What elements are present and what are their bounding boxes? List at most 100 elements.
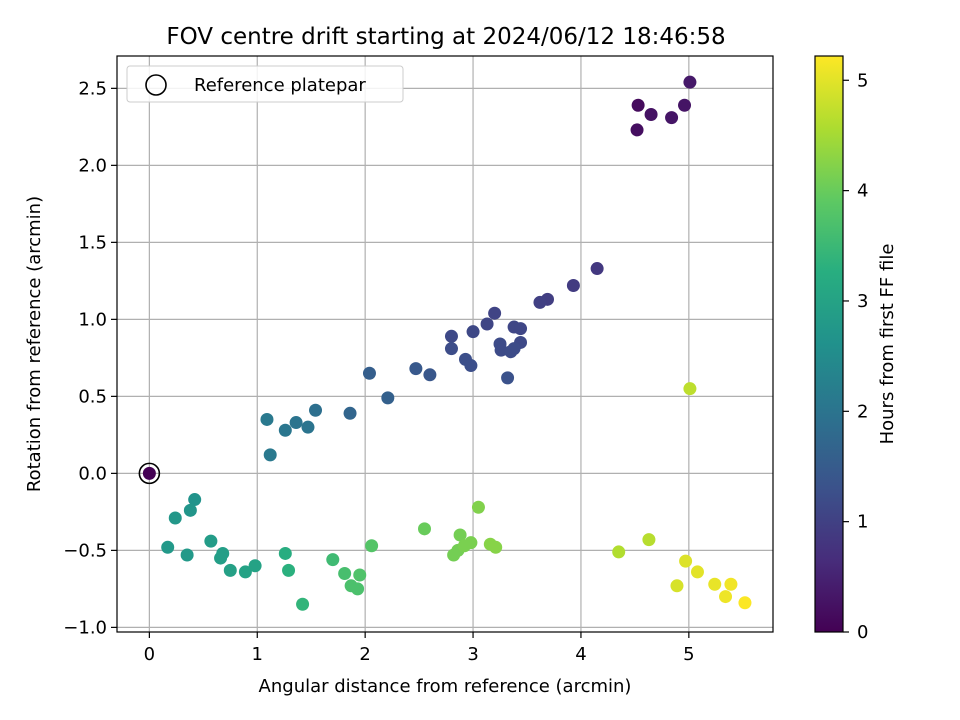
legend-box	[126, 65, 404, 103]
y-axis-label: Rotation from reference (arcmin)	[24, 196, 45, 492]
y-tick-label: 1.0	[78, 309, 107, 330]
data-point	[453, 528, 467, 542]
data-point	[724, 577, 738, 591]
data-point	[223, 563, 237, 577]
y-tick-label: 1.5	[78, 232, 107, 253]
data-point	[365, 539, 379, 553]
data-point	[289, 416, 303, 430]
data-point	[353, 568, 367, 582]
data-point	[590, 262, 604, 276]
data-point	[248, 559, 262, 573]
colorbar-tick-label: 0	[857, 622, 868, 643]
data-point	[309, 403, 323, 417]
data-point	[338, 566, 352, 580]
x-tick-label: 1	[252, 644, 263, 665]
data-point	[644, 108, 658, 122]
data-point	[533, 295, 547, 309]
data-point	[161, 540, 175, 554]
legend-label: Reference platepar	[194, 75, 366, 96]
plot-frame	[116, 55, 774, 633]
data-point	[381, 391, 395, 405]
colorbar-ticks: 0 1 2 3 4 5	[843, 70, 868, 643]
data-point	[488, 306, 502, 320]
data-point	[301, 420, 315, 434]
data-point	[630, 123, 644, 137]
data-point	[343, 406, 357, 420]
grid-lines	[117, 56, 773, 632]
data-point	[238, 565, 252, 579]
legend-marker	[145, 74, 167, 96]
reference-ring	[138, 462, 161, 485]
colorbar-tick-label: 2	[857, 401, 868, 422]
data-point	[501, 371, 515, 385]
data-point	[679, 554, 693, 568]
x-tick-label: 5	[683, 644, 694, 665]
y-axis-ticks: −1.0 −0.5 0.0 0.5 1.0 1.5 2.0 2.5	[63, 78, 117, 638]
data-point	[444, 329, 458, 343]
data-point	[466, 325, 480, 339]
colorbar-tick-label: 5	[857, 70, 868, 91]
y-tick-label: −0.5	[63, 540, 107, 561]
data-point	[188, 493, 202, 507]
data-point	[631, 98, 645, 112]
data-point	[362, 366, 376, 380]
data-point	[670, 579, 684, 593]
data-point	[423, 368, 437, 382]
colorbar-tick-label: 3	[857, 291, 868, 312]
data-point	[489, 540, 503, 554]
data-point	[507, 342, 521, 356]
data-point	[444, 342, 458, 356]
x-tick-label: 0	[144, 644, 155, 665]
data-point	[326, 553, 340, 567]
data-point	[683, 75, 697, 89]
data-point	[471, 500, 485, 514]
data-point	[351, 582, 365, 596]
colorbar: 0 1 2 3 4 5 Hours from first FF file	[814, 55, 898, 643]
data-point	[642, 533, 656, 547]
data-point	[612, 545, 626, 559]
data-point	[296, 597, 310, 611]
data-point	[480, 317, 494, 331]
scatter-points	[161, 75, 752, 611]
data-point	[665, 111, 679, 125]
data-point	[204, 534, 218, 548]
data-point	[278, 423, 292, 437]
colorbar-tick-label: 4	[857, 181, 868, 202]
x-axis-ticks: 0 1 2 3 4 5	[144, 632, 695, 665]
data-point	[180, 548, 194, 562]
y-tick-label: 0.0	[78, 463, 107, 484]
y-tick-label: 0.5	[78, 386, 107, 407]
data-point	[168, 511, 182, 525]
data-point	[690, 565, 704, 579]
y-tick-label: 2.5	[78, 78, 107, 99]
colorbar-gradient	[814, 55, 844, 633]
data-point	[738, 596, 752, 610]
chart-title: FOV centre drift starting at 2024/06/12 …	[166, 24, 725, 50]
data-point	[514, 322, 528, 336]
data-point	[282, 563, 296, 577]
data-point	[719, 590, 733, 604]
data-point	[214, 551, 228, 565]
data-point	[708, 577, 722, 591]
data-point	[409, 362, 423, 376]
data-point	[183, 503, 197, 517]
x-tick-label: 2	[359, 644, 370, 665]
colorbar-tick-label: 1	[857, 512, 868, 533]
data-point	[566, 278, 580, 292]
x-tick-label: 3	[467, 644, 478, 665]
data-point	[464, 359, 478, 373]
y-tick-label: −1.0	[63, 617, 107, 638]
data-point	[494, 343, 508, 357]
data-point	[418, 522, 431, 536]
data-point	[678, 98, 692, 112]
data-point	[278, 546, 292, 560]
reference-point	[138, 462, 161, 485]
data-point	[464, 536, 478, 550]
reference-dot	[142, 466, 156, 480]
x-axis-label: Angular distance from reference (arcmin)	[259, 676, 632, 697]
x-tick-label: 4	[575, 644, 586, 665]
legend: Reference platepar	[126, 65, 404, 103]
colorbar-label: Hours from first FF file	[877, 244, 898, 445]
data-point	[683, 382, 697, 396]
